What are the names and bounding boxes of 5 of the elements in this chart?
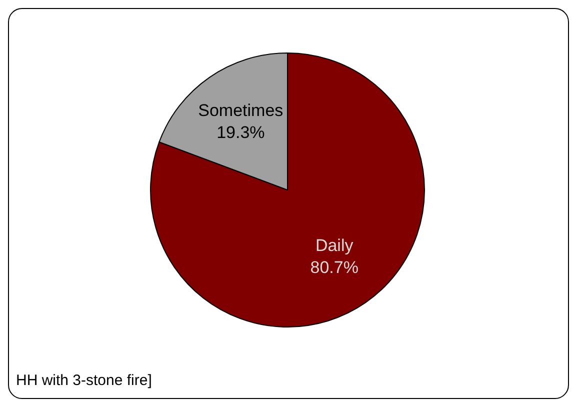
slice-label: Sometimes (198, 101, 284, 120)
data-label: 19.3% (216, 123, 265, 142)
data-label: 80.7% (310, 258, 358, 278)
text: HH with 3-stone fire] (16, 372, 152, 389)
slice-label: Daily (315, 236, 354, 256)
